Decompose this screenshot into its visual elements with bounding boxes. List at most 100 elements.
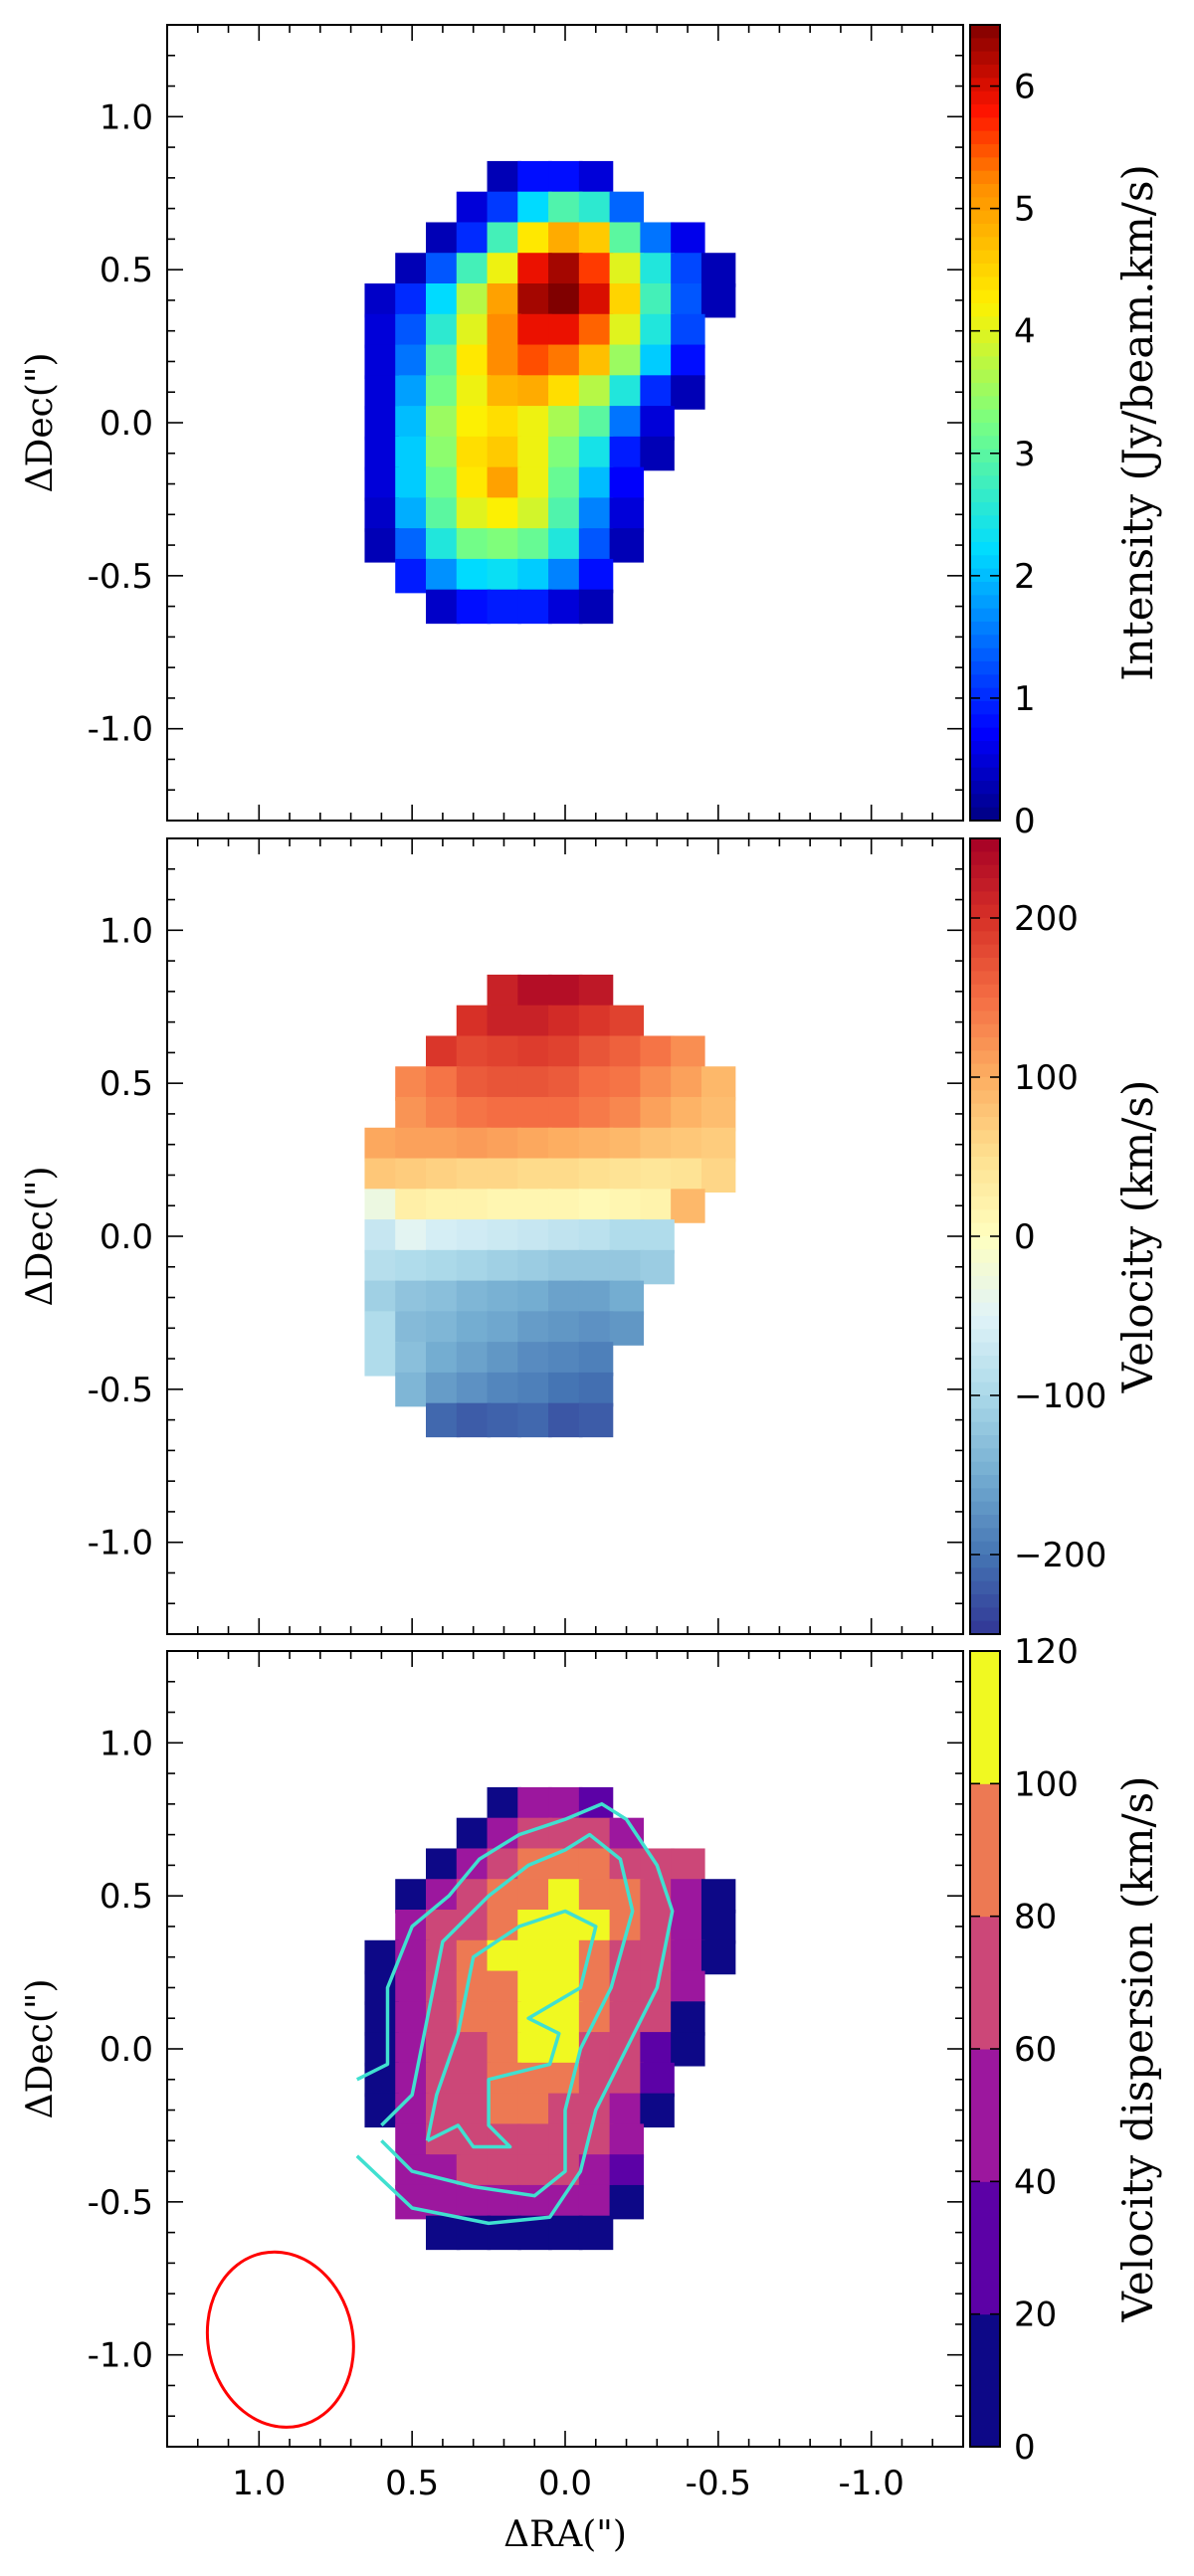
colorbar-tick-label: 5 <box>1014 190 1036 230</box>
map-cell <box>609 2093 645 2128</box>
colorbar-segment <box>970 1143 1000 1158</box>
map-cell <box>671 1970 705 2005</box>
map-cell <box>395 436 430 471</box>
map-cell <box>517 344 552 379</box>
colorbar-segment <box>970 303 1000 318</box>
dispersion-ylabel: ΔDec(") <box>20 1979 61 2119</box>
colorbar-segment <box>970 904 1000 919</box>
map-cell <box>640 344 675 379</box>
colorbar-segment <box>970 1103 1000 1118</box>
map-cell <box>456 1280 492 1316</box>
colorbar-segment <box>970 1222 1000 1237</box>
map-cell <box>487 2093 521 2128</box>
y-tick-label: 1.0 <box>100 97 153 137</box>
map-cell <box>517 1372 552 1407</box>
colorbar-segment <box>970 568 1000 583</box>
map-cell <box>578 528 614 563</box>
contour-line <box>380 1832 635 2198</box>
map-cell <box>578 160 614 196</box>
map-cell <box>548 558 583 594</box>
colorbar-segment <box>970 1475 1000 1490</box>
map-cell <box>364 2001 399 2036</box>
map-cell <box>426 1910 461 1944</box>
colorbar-segment <box>970 1130 1000 1145</box>
map-cell <box>364 375 399 410</box>
map-cell <box>517 375 552 410</box>
map-cell <box>548 1786 583 1822</box>
x-tick-labels: 1.0 0.5 0.0 -0.5 -1.0 <box>232 2464 904 2503</box>
colorbar-segment <box>970 184 1000 199</box>
map-cell <box>548 1342 583 1377</box>
map-cell <box>456 253 492 287</box>
colorbar-tick-label: 1 <box>1014 679 1036 719</box>
map-cell <box>487 160 521 196</box>
map-cell <box>609 1311 645 1346</box>
colorbar-segment <box>970 1262 1000 1277</box>
colorbar-segment <box>970 714 1000 729</box>
map-cell <box>517 253 552 287</box>
map-cell <box>609 436 645 471</box>
map-cell <box>487 1372 521 1407</box>
colorbar-segment <box>970 2049 1000 2182</box>
map-cell <box>364 1342 399 1377</box>
map-cell <box>426 253 461 287</box>
beam-ellipse <box>205 2250 355 2429</box>
map-cell <box>487 1219 521 1254</box>
colorbar-segment <box>970 1037 1000 1052</box>
colorbar-segment <box>970 515 1000 530</box>
panel-velocity-dispersion: 1.0 0.5 0.0 -0.5 -1.0 ΔDec(") 0 20 40 60 80 100 12… <box>20 1632 1162 2468</box>
map-cell <box>426 1402 461 1438</box>
contour-line <box>425 1909 598 2149</box>
dispersion-map <box>364 1786 736 2251</box>
colorbar-segment <box>970 1011 1000 1025</box>
colorbar-segment <box>970 608 1000 623</box>
map-cell <box>517 2123 552 2158</box>
dispersion-colorbar: 0 20 40 60 80 100 120 <box>969 1632 1079 2468</box>
map-cell <box>517 1970 552 2005</box>
map-cell <box>364 313 399 349</box>
map-cell <box>456 1158 492 1193</box>
colorbar-segment <box>970 635 1000 649</box>
map-cell <box>700 1910 736 1944</box>
colorbar-segment <box>970 1196 1000 1211</box>
map-cell <box>487 1970 521 2005</box>
map-cell <box>364 436 399 471</box>
colorbar-segment <box>970 104 1000 119</box>
map-cell <box>578 1097 614 1132</box>
map-cell <box>487 589 521 625</box>
map-cell <box>517 2154 552 2189</box>
map-cell <box>517 1786 552 1822</box>
colorbar-tick-label: 4 <box>1014 312 1036 352</box>
colorbar-segment <box>970 1381 1000 1396</box>
map-cell <box>456 1970 492 2005</box>
intensity-colorbar-label: Intensity (Jy/beam.km/s) <box>1113 164 1162 681</box>
colorbar-segment <box>970 794 1000 809</box>
map-cell <box>609 1189 645 1223</box>
map-cell <box>640 1939 675 1975</box>
colorbar-tick-label: 120 <box>1014 1632 1079 1672</box>
map-cell <box>395 1970 430 2005</box>
map-cell <box>640 2093 675 2128</box>
map-cell <box>395 1158 430 1193</box>
map-cell <box>548 406 583 441</box>
colorbar-segment <box>970 931 1000 946</box>
map-cell <box>548 2215 583 2251</box>
colorbar-segment <box>970 622 1000 637</box>
colorbar-segment <box>970 436 1000 451</box>
map-cell <box>517 1402 552 1438</box>
colorbar-segment <box>970 1783 1000 1918</box>
colorbar-segment <box>970 582 1000 597</box>
colorbar-segment <box>970 891 1000 906</box>
colorbar-tick-label: 2 <box>1014 557 1036 597</box>
colorbar-segment <box>970 595 1000 610</box>
map-cell <box>456 344 492 379</box>
map-cell <box>640 1879 675 1914</box>
map-cell <box>456 406 492 441</box>
map-cell <box>364 1939 399 1975</box>
map-cell <box>426 2032 461 2067</box>
map-cell <box>578 1219 614 1254</box>
velocity-ytick-labels: 1.0 0.5 0.0 -0.5 -1.0 <box>88 911 153 1563</box>
colorbar-segment <box>970 2181 1000 2315</box>
map-cell <box>426 313 461 349</box>
